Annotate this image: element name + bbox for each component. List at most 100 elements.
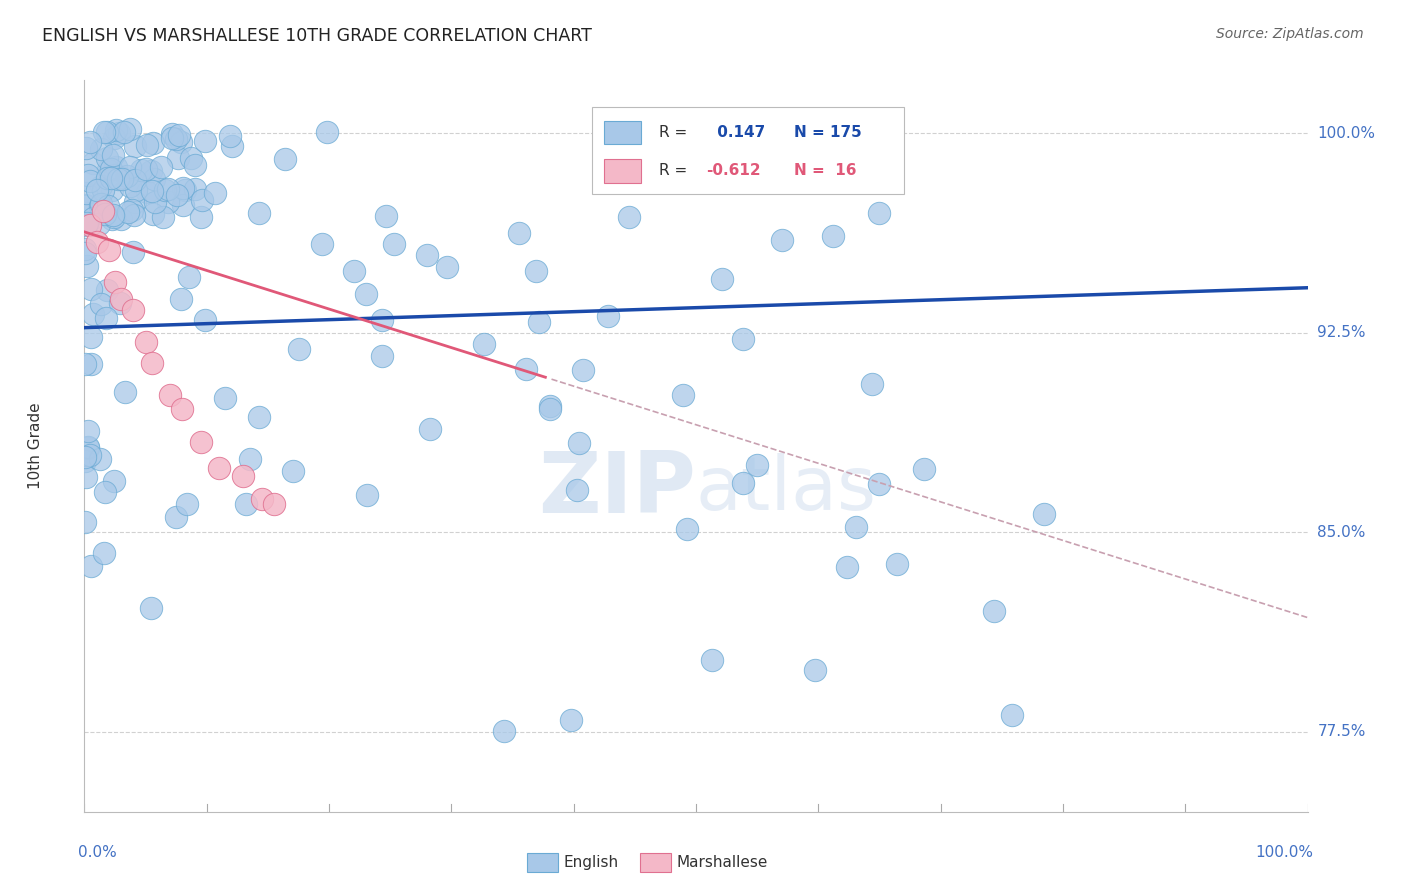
Point bbox=[247, 410, 270, 425]
Point bbox=[93, 126, 115, 140]
Point bbox=[89, 199, 111, 213]
Point bbox=[142, 207, 165, 221]
Point bbox=[101, 148, 124, 162]
Point bbox=[110, 292, 132, 306]
Point bbox=[75, 197, 97, 211]
Point bbox=[103, 210, 125, 224]
Point bbox=[177, 270, 200, 285]
Text: 10th Grade: 10th Grade bbox=[28, 402, 44, 490]
Point bbox=[76, 216, 98, 230]
Point bbox=[117, 205, 139, 219]
Point bbox=[75, 218, 97, 232]
Point bbox=[91, 203, 114, 218]
Text: 77.5%: 77.5% bbox=[1317, 724, 1365, 739]
Point bbox=[77, 441, 100, 455]
Point bbox=[75, 470, 97, 484]
Point bbox=[103, 130, 125, 145]
Point bbox=[860, 376, 883, 391]
Point bbox=[108, 126, 131, 140]
Point bbox=[250, 491, 273, 506]
Point bbox=[97, 243, 120, 257]
Point bbox=[73, 450, 96, 464]
Point bbox=[124, 184, 146, 198]
Point bbox=[1001, 707, 1024, 722]
Point bbox=[108, 296, 131, 310]
Point bbox=[73, 242, 96, 256]
Point bbox=[152, 210, 174, 224]
Point bbox=[194, 312, 217, 326]
Point bbox=[118, 122, 141, 136]
Text: Source: ZipAtlas.com: Source: ZipAtlas.com bbox=[1216, 27, 1364, 41]
Point bbox=[143, 171, 166, 186]
Point bbox=[208, 460, 231, 475]
Point bbox=[100, 171, 122, 186]
Point bbox=[94, 485, 117, 500]
Bar bbox=[605, 160, 641, 183]
Point bbox=[150, 160, 173, 174]
Point bbox=[886, 557, 908, 571]
Point bbox=[101, 183, 124, 197]
Text: Marshallese: Marshallese bbox=[676, 855, 768, 870]
Text: ZIP: ZIP bbox=[538, 449, 696, 532]
Point bbox=[214, 392, 236, 406]
Point bbox=[311, 236, 333, 251]
Point bbox=[143, 194, 166, 209]
Point bbox=[91, 183, 114, 197]
Text: ENGLISH VS MARSHALLESE 10TH GRADE CORRELATION CHART: ENGLISH VS MARSHALLESE 10TH GRADE CORREL… bbox=[42, 27, 592, 45]
Point bbox=[135, 185, 157, 199]
Point bbox=[122, 303, 145, 318]
Point bbox=[167, 128, 190, 142]
Point bbox=[160, 130, 183, 145]
Point bbox=[172, 402, 194, 417]
Point bbox=[672, 388, 695, 402]
Point bbox=[436, 260, 458, 274]
Point bbox=[172, 198, 194, 212]
Point bbox=[108, 169, 131, 184]
Point bbox=[115, 169, 138, 183]
Point bbox=[494, 724, 516, 739]
Point bbox=[82, 307, 104, 321]
Point bbox=[183, 157, 205, 171]
Point bbox=[803, 663, 825, 677]
Point bbox=[129, 163, 152, 178]
Point bbox=[912, 462, 935, 476]
Point bbox=[247, 206, 270, 220]
Text: 0.147: 0.147 bbox=[711, 125, 765, 140]
Point bbox=[356, 488, 378, 502]
Point bbox=[567, 436, 589, 450]
Point bbox=[73, 454, 96, 468]
Point bbox=[97, 199, 120, 213]
Point bbox=[837, 560, 859, 574]
Point bbox=[89, 451, 111, 466]
Text: English: English bbox=[564, 855, 619, 870]
Point bbox=[235, 497, 257, 511]
Point bbox=[166, 188, 188, 202]
Point bbox=[538, 402, 561, 417]
Text: R =: R = bbox=[659, 125, 692, 140]
Point bbox=[122, 209, 145, 223]
Point bbox=[263, 497, 285, 511]
Point bbox=[524, 263, 547, 277]
Text: -0.612: -0.612 bbox=[706, 163, 761, 178]
Point bbox=[221, 138, 243, 153]
Point bbox=[382, 236, 405, 251]
Point bbox=[100, 212, 122, 227]
Point bbox=[75, 186, 97, 200]
Point bbox=[415, 248, 437, 262]
Point bbox=[79, 448, 101, 462]
Point bbox=[139, 601, 162, 615]
Point bbox=[747, 458, 769, 472]
Point bbox=[565, 483, 588, 497]
Point bbox=[86, 235, 108, 249]
Point bbox=[702, 652, 724, 666]
Point bbox=[80, 559, 103, 574]
Point bbox=[232, 469, 254, 483]
Point bbox=[96, 125, 118, 139]
Point bbox=[135, 162, 157, 177]
Point bbox=[142, 136, 165, 150]
Point bbox=[1032, 508, 1054, 522]
Point bbox=[77, 206, 100, 220]
Point bbox=[121, 203, 143, 218]
Point bbox=[86, 183, 108, 197]
Point bbox=[112, 125, 135, 139]
